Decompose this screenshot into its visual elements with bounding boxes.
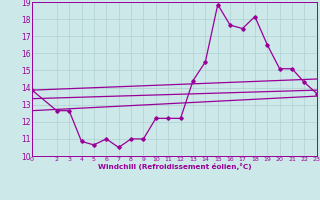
X-axis label: Windchill (Refroidissement éolien,°C): Windchill (Refroidissement éolien,°C): [98, 163, 251, 170]
